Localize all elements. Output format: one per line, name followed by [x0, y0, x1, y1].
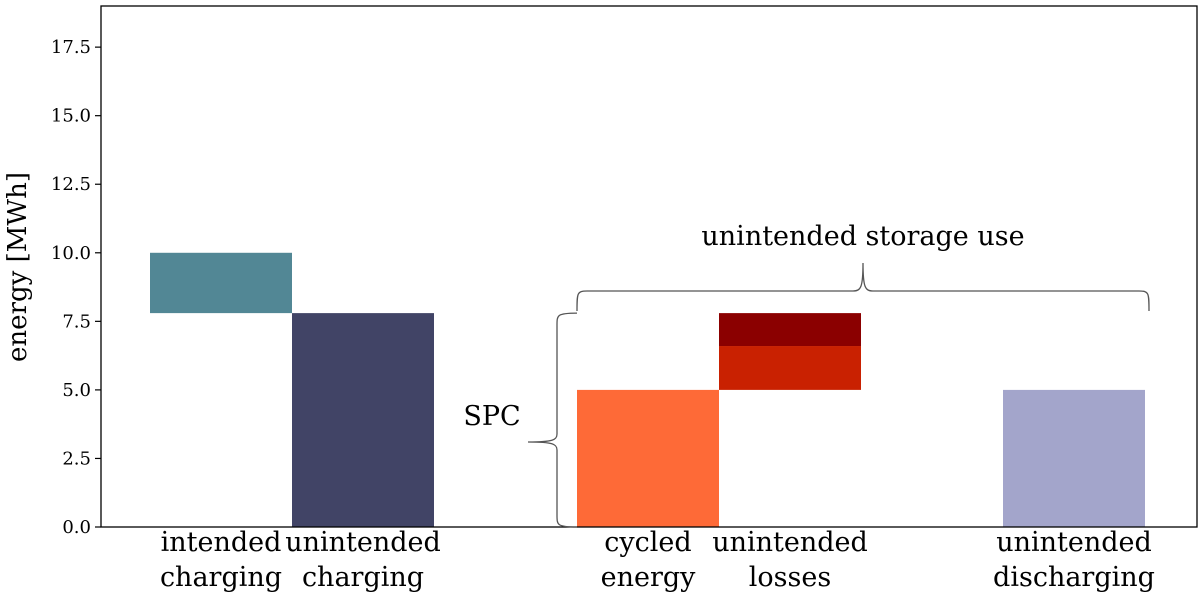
category-label: discharging — [993, 562, 1155, 593]
category-label: unintended — [712, 527, 868, 558]
y-tick-label: 15.0 — [51, 106, 91, 127]
plot-frame — [100, 5, 1198, 528]
category-label: losses — [749, 562, 831, 593]
bar-unintended-losses-upper — [719, 313, 861, 347]
y-tick-label: 0.0 — [62, 517, 91, 538]
bar-unintended-losses-lower — [719, 346, 861, 390]
y-tick-label: 7.5 — [62, 311, 91, 332]
y-tick-label: 2.5 — [62, 448, 91, 469]
category-label: cycled — [604, 527, 691, 558]
y-tick-label: 5.0 — [62, 380, 91, 401]
y-tick-label: 12.5 — [51, 174, 91, 195]
bars — [150, 252, 1145, 527]
x-axis: intendedchargingunintendedchargingcycled… — [160, 527, 1155, 593]
category-label: energy — [601, 562, 697, 593]
spc-label: SPC — [463, 401, 520, 432]
bar-intended-charging — [150, 252, 292, 314]
spc-brace — [527, 312, 578, 528]
bar-cycled-energy — [577, 389, 719, 527]
category-label: charging — [160, 562, 282, 593]
category-label: unintended — [996, 527, 1152, 558]
annotations: unintended storage use SPC — [463, 221, 1150, 528]
y-tick-label: 10.0 — [51, 243, 91, 264]
y-axis: 0.0 2.5 5.0 7.5 10.0 12.5 15.0 17.5 — [51, 37, 101, 538]
y-axis-label: energy [MWh] — [3, 172, 33, 362]
bar-unintended-discharging — [1003, 389, 1145, 527]
category-label: unintended — [285, 527, 441, 558]
storage-use-label: unintended storage use — [701, 221, 1024, 252]
storage-use-brace — [576, 262, 1150, 312]
y-tick-label: 17.5 — [51, 37, 91, 58]
category-label: charging — [302, 562, 424, 593]
category-label: intended — [161, 527, 282, 558]
bar-unintended-charging — [292, 313, 434, 527]
